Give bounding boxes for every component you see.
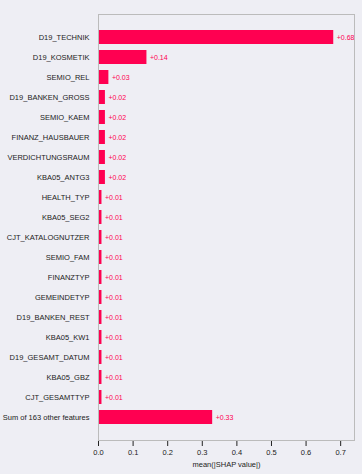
svg-text:+0.01: +0.01 <box>105 254 123 261</box>
svg-text:D19_KOSMETIK: D19_KOSMETIK <box>33 53 90 62</box>
svg-text:+0.01: +0.01 <box>105 334 123 341</box>
svg-text:+0.02: +0.02 <box>108 174 126 181</box>
svg-text:D19_BANKEN_GROSS: D19_BANKEN_GROSS <box>9 93 89 102</box>
svg-text:+0.02: +0.02 <box>108 154 126 161</box>
svg-text:Sum of 163 other features: Sum of 163 other features <box>3 413 90 422</box>
svg-text:+0.01: +0.01 <box>105 274 123 281</box>
svg-text:SEMIO_FAM: SEMIO_FAM <box>46 253 90 262</box>
svg-text:+0.14: +0.14 <box>150 54 168 61</box>
svg-text:+0.01: +0.01 <box>105 394 123 401</box>
svg-text:+0.02: +0.02 <box>108 134 126 141</box>
svg-text:+0.03: +0.03 <box>112 74 130 81</box>
svg-text:FINANZTYP: FINANZTYP <box>48 273 90 282</box>
svg-text:0.1: 0.1 <box>128 448 138 457</box>
svg-text:mean(|SHAP value|): mean(|SHAP value|) <box>193 460 261 469</box>
svg-text:+0.01: +0.01 <box>105 214 123 221</box>
svg-text:+0.02: +0.02 <box>108 114 126 121</box>
svg-text:+0.02: +0.02 <box>108 94 126 101</box>
svg-text:D19_TECHNIK: D19_TECHNIK <box>39 33 90 42</box>
svg-text:0.7: 0.7 <box>335 448 345 457</box>
svg-text:D19_BANKEN_REST: D19_BANKEN_REST <box>17 313 90 322</box>
svg-text:0.3: 0.3 <box>197 448 207 457</box>
svg-text:0.4: 0.4 <box>232 448 242 457</box>
svg-text:CJT_GESAMTTYP: CJT_GESAMTTYP <box>25 393 89 402</box>
svg-text:D19_GESAMT_DATUM: D19_GESAMT_DATUM <box>10 353 90 362</box>
svg-text:+0.01: +0.01 <box>105 194 123 201</box>
svg-text:KBA05_GBZ: KBA05_GBZ <box>47 373 90 382</box>
svg-text:GEMEINDETYP: GEMEINDETYP <box>35 293 90 302</box>
svg-text:SEMIO_KAEM: SEMIO_KAEM <box>40 113 90 122</box>
svg-text:0.2: 0.2 <box>162 448 172 457</box>
svg-text:KBA05_KW1: KBA05_KW1 <box>46 333 90 342</box>
svg-text:0.0: 0.0 <box>93 448 103 457</box>
svg-text:FINANZ_HAUSBAUER: FINANZ_HAUSBAUER <box>12 133 91 142</box>
svg-text:+0.01: +0.01 <box>105 234 123 241</box>
svg-text:VERDICHTUNGSRAUM: VERDICHTUNGSRAUM <box>7 153 89 162</box>
svg-text:0.5: 0.5 <box>266 448 276 457</box>
svg-text:SEMIO_REL: SEMIO_REL <box>47 73 90 82</box>
svg-text:+0.01: +0.01 <box>105 314 123 321</box>
svg-text:0.6: 0.6 <box>301 448 311 457</box>
svg-text:KBA05_ANTG3: KBA05_ANTG3 <box>37 173 90 182</box>
svg-text:CJT_KATALOGNUTZER: CJT_KATALOGNUTZER <box>7 233 90 242</box>
svg-text:+0.68: +0.68 <box>337 34 355 41</box>
svg-text:+0.33: +0.33 <box>216 414 234 421</box>
svg-text:+0.01: +0.01 <box>105 374 123 381</box>
svg-text:KBA05_SEG2: KBA05_SEG2 <box>42 213 90 222</box>
svg-text:HEALTH_TYP: HEALTH_TYP <box>42 193 90 202</box>
svg-text:+0.01: +0.01 <box>105 294 123 301</box>
svg-text:+0.01: +0.01 <box>105 354 123 361</box>
